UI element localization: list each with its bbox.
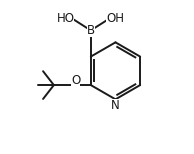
Text: HO: HO — [56, 12, 74, 25]
Text: N: N — [111, 99, 120, 112]
Text: O: O — [71, 74, 80, 87]
Text: B: B — [87, 24, 95, 37]
Text: OH: OH — [107, 12, 124, 25]
